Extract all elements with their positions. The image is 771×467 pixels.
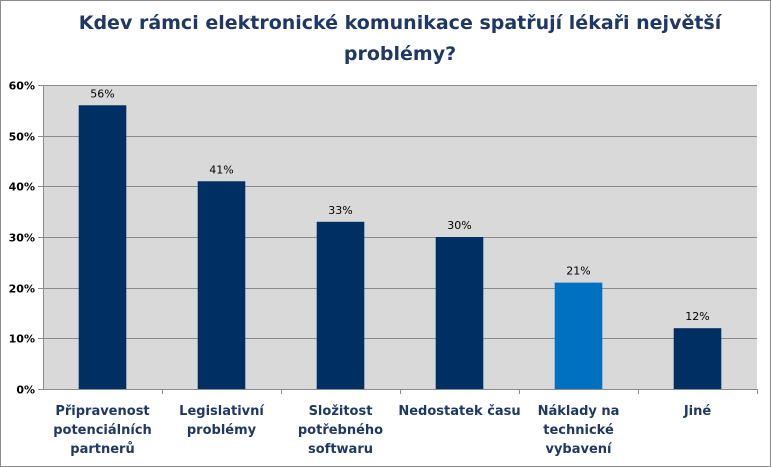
data-label: 12% xyxy=(685,310,709,323)
category-label: Jiné xyxy=(683,404,712,419)
y-tick-label: 60% xyxy=(9,80,35,93)
category-label-line: potřebného xyxy=(298,423,383,438)
category-label-line: technické xyxy=(543,423,614,438)
category-label-line: Náklady na xyxy=(538,404,620,419)
category-label: Připravenost potenciálních partnerů xyxy=(53,404,152,457)
y-tick-label: 10% xyxy=(9,333,35,346)
bar xyxy=(554,282,603,389)
bar xyxy=(78,105,127,390)
bar xyxy=(197,181,246,389)
data-label: 30% xyxy=(447,219,471,232)
category-label-line: softwaru xyxy=(308,442,373,457)
category-label-line: problémy xyxy=(187,423,257,438)
category-label-line: Jiné xyxy=(683,404,712,419)
data-label: 56% xyxy=(90,87,114,100)
y-tick-label: 20% xyxy=(9,283,35,296)
category-label: Náklady na technické vybavení xyxy=(538,404,620,457)
category-label-line: Legislativní xyxy=(179,404,265,419)
category-label-line: Složitost xyxy=(309,404,373,419)
category-label: Legislativní problémy xyxy=(179,404,265,438)
category-label: Složitost potřebného softwaru xyxy=(298,404,383,457)
category-label-line: partnerů xyxy=(70,442,134,457)
bar xyxy=(673,328,722,389)
y-tick-label: 0% xyxy=(16,384,35,397)
category-label-line: potenciálních xyxy=(53,423,152,438)
bar xyxy=(316,221,365,389)
category-label: Nedostatek času xyxy=(398,404,520,419)
category-label-line: Připravenost xyxy=(55,404,149,419)
y-tick-label: 40% xyxy=(9,181,35,194)
data-label: 33% xyxy=(328,204,352,217)
y-tick-label: 30% xyxy=(9,232,35,245)
bar xyxy=(435,237,484,389)
category-label-line: Nedostatek času xyxy=(398,404,520,419)
data-label: 21% xyxy=(566,265,590,278)
data-label: 41% xyxy=(209,163,233,176)
chart-title: Kdev rámci elektronické komunikace spatř… xyxy=(78,12,722,65)
category-label-line: vybavení xyxy=(545,442,613,457)
y-tick-label: 50% xyxy=(9,131,35,144)
